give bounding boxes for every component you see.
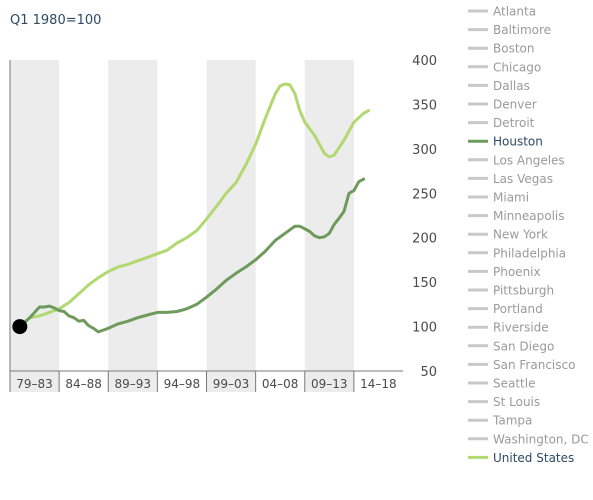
legend-item-chicago: Chicago [468, 60, 541, 74]
legend-label: New York [493, 228, 548, 242]
y-tick-label: 250 [412, 187, 437, 202]
legend-label: United States [493, 451, 574, 465]
x-tick-label: 94–98 [164, 377, 201, 391]
legend-label: St Louis [493, 395, 540, 409]
legend-item-seattle: Seattle [468, 377, 535, 391]
legend-item-los-angeles: Los Angeles [468, 153, 565, 167]
legend-item-phoenix: Phoenix [468, 265, 541, 279]
legend-item-minneapolis: Minneapolis [468, 209, 565, 223]
legend-label: Tampa [492, 414, 532, 428]
legend-item-pittsburgh: Pittsburgh [468, 284, 554, 298]
legend: Atlanta Baltimore Boston Chicago Dallas Denve… [468, 5, 589, 465]
legend-item-miami: Miami [468, 191, 529, 205]
y-tick-label: 400 [412, 54, 437, 69]
base-point-marker [12, 319, 28, 335]
chart-subtitle: Q1 1980=100 [10, 13, 101, 28]
legend-item-san-francisco: San Francisco [468, 358, 575, 372]
legend-label: San Francisco [493, 358, 575, 372]
legend-item-riverside: Riverside [468, 321, 549, 335]
legend-label: Pittsburgh [493, 284, 554, 298]
period-band [304, 60, 354, 392]
legend-item-boston: Boston [468, 42, 534, 56]
x-tick-label: 79–83 [16, 377, 53, 391]
legend-label: Atlanta [493, 5, 536, 19]
legend-item-tampa: Tampa [468, 414, 532, 428]
legend-label: Miami [493, 191, 529, 205]
legend-label: Los Angeles [493, 153, 565, 167]
legend-label: Houston [493, 135, 543, 149]
legend-item-washington-dc: Washington, DC [468, 432, 589, 446]
legend-item-denver: Denver [468, 98, 537, 112]
legend-item-detroit: Detroit [468, 116, 535, 130]
legend-label: Seattle [493, 377, 535, 391]
y-tick-label: 300 [412, 143, 437, 158]
legend-label: Washington, DC [493, 432, 589, 446]
x-tick-label: 99–03 [213, 377, 250, 391]
legend-label: Chicago [493, 60, 541, 74]
legend-item-las-vegas: Las Vegas [468, 172, 553, 186]
legend-label: Las Vegas [493, 172, 553, 186]
legend-label: Baltimore [493, 23, 551, 37]
y-tick-label: 200 [412, 232, 437, 247]
x-tick-label: 09–13 [311, 377, 348, 391]
legend-item-united-states: United States [468, 451, 574, 465]
series-lines [12, 82, 371, 335]
series-line-united-states [18, 82, 371, 329]
legend-item-new-york: New York [468, 228, 548, 242]
x-axis: 79–83 84–88 89–93 94–98 99–03 04–08 09–13 14–18 [9, 60, 403, 392]
legend-label: Minneapolis [493, 209, 565, 223]
legend-label: Boston [493, 42, 534, 56]
legend-item-philadelphia: Philadelphia [468, 246, 566, 260]
legend-label: Philadelphia [493, 246, 566, 260]
legend-label: Riverside [493, 321, 549, 335]
legend-item-portland: Portland [468, 302, 543, 316]
legend-item-baltimore: Baltimore [468, 23, 551, 37]
legend-item-st-louis: St Louis [468, 395, 540, 409]
series-line-houston [18, 177, 366, 334]
period-band [10, 60, 60, 392]
legend-item-san-diego: San Diego [468, 339, 554, 353]
legend-item-atlanta: Atlanta [468, 5, 536, 19]
x-tick-label: 04–08 [262, 377, 299, 391]
legend-label: Detroit [493, 116, 535, 130]
x-tick-label: 89–93 [115, 377, 152, 391]
period-band [108, 60, 158, 392]
y-tick-label: 50 [420, 365, 437, 380]
legend-label: San Diego [493, 339, 554, 353]
y-tick-label: 150 [412, 276, 437, 291]
x-tick-label: 14–18 [360, 377, 397, 391]
legend-label: Dallas [493, 79, 530, 93]
legend-label: Phoenix [493, 265, 541, 279]
legend-item-houston: Houston [468, 135, 543, 149]
x-tick-label: 84–88 [65, 377, 102, 391]
y-axis: 50 100 150 200 250 300 350 400 [412, 54, 437, 380]
y-tick-label: 350 [412, 98, 437, 113]
legend-label: Portland [493, 302, 543, 316]
legend-item-dallas: Dallas [468, 79, 530, 93]
legend-label: Denver [493, 98, 537, 112]
period-band [206, 60, 256, 392]
period-bands [10, 60, 354, 392]
y-tick-label: 100 [412, 321, 437, 336]
